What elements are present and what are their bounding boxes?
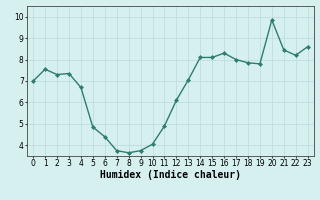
X-axis label: Humidex (Indice chaleur): Humidex (Indice chaleur) [100, 170, 241, 180]
